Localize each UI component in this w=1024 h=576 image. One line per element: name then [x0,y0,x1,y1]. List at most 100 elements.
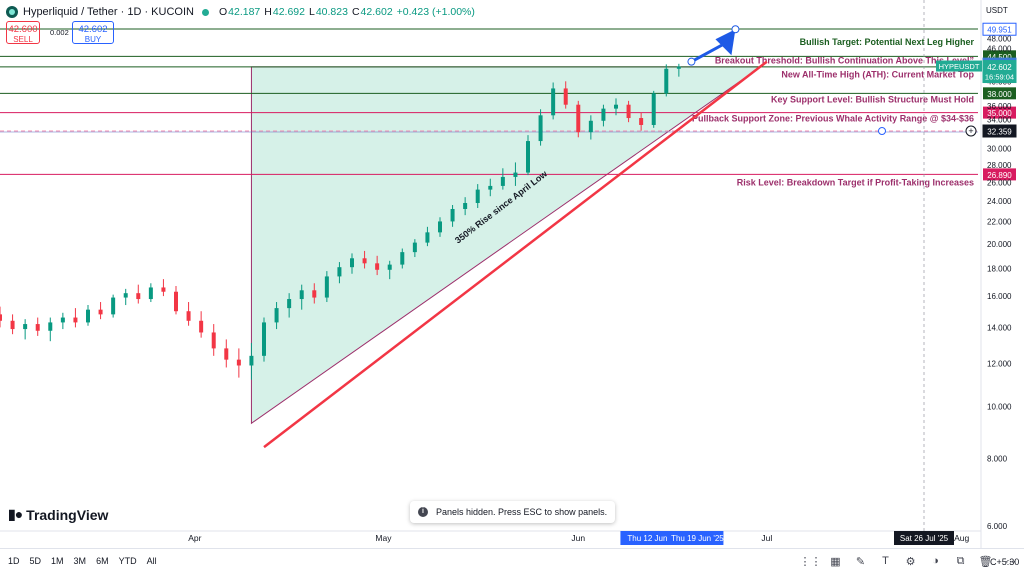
candle-body-20 [249,355,254,366]
price-tag-label-2: 42.602 [987,63,1012,72]
more-icon[interactable]: ⋯ [1005,556,1016,568]
price-tag-0 [982,22,1017,36]
candle-body-0 [0,314,2,321]
range-1m[interactable]: 1M [51,556,64,566]
level-price-label-4: 35.000 [987,109,1012,118]
fill-icon[interactable]: ✎ [855,556,866,568]
buy-button[interactable]: 42.602 BUY [72,21,114,44]
candle-body-31 [387,264,392,270]
ohlc-change-value: +0.423 (+1.00%) [396,6,475,18]
price-tick-11: 28.000 [987,161,1012,170]
currency-selector[interactable]: USDT [986,6,1008,15]
candle-body-15 [186,311,191,321]
time-tick-4: Aug [954,533,969,543]
candle-body-26 [324,276,329,298]
candle-body-54 [676,66,681,69]
range-ytd[interactable]: YTD [118,556,137,566]
candle-body-47 [588,120,593,133]
candle-body-44 [551,88,556,116]
candle-body-18 [224,348,229,360]
timezone-label[interactable]: C+5:30 [990,557,1020,567]
target-arrow-head [715,29,736,56]
candle-body-30 [375,263,380,270]
add-alert-plus: + [968,126,973,136]
price-tag-3 [982,124,1017,138]
arrow-start-handle[interactable] [687,57,696,66]
candle-body-37 [463,203,468,209]
candle-body-8 [98,309,103,315]
sell-price: 42.600 [8,24,38,35]
price-tick-3: 12.000 [987,360,1012,369]
candle-body-42 [526,141,530,173]
crosshair-handle[interactable] [878,126,886,135]
candle-body-52 [651,93,656,125]
ohlc-open-value: 42.187 [228,6,261,18]
price-tick-10: 26.000 [987,178,1012,187]
copy-icon[interactable]: ⧉ [956,555,965,567]
price-tick-4: 14.000 [987,323,1012,332]
target-arrow-shaft[interactable] [690,41,727,63]
ohlc-close-value: 42.602 [360,6,393,18]
price-tick-5: 16.000 [987,292,1012,301]
ohlc-high-value: 42.692 [272,6,305,18]
candle-body-29 [362,258,367,264]
level-price-label-5: 26.890 [987,171,1012,180]
candle-body-28 [350,258,354,268]
settings-icon[interactable]: ⚙ [905,556,916,568]
candle-body-5 [60,317,65,323]
level-price-tag-4 [983,106,1016,119]
candle-body-13 [161,287,166,292]
add-alert-icon[interactable] [965,125,977,137]
tradingview-logo[interactable]: ▮● TradingView [8,506,108,523]
candle-body-53 [664,68,669,94]
layout-icon[interactable]: ▦ [830,556,841,568]
candle-body-40 [500,176,505,186]
candle-body-3 [35,324,40,331]
ohlc-low-value: 40.823 [315,6,348,18]
candle-body-48 [601,108,606,121]
price-tick-7: 20.000 [987,240,1012,249]
candle-body-34 [425,232,430,243]
range-selector: 1D 5D 1M 3M 6M YTD All [8,556,167,566]
range-6m[interactable]: 6M [96,556,109,566]
ascending-support-line[interactable] [263,60,768,449]
range-all[interactable]: All [146,556,157,566]
price-tag-2 [982,60,1017,84]
arrow-end-handle[interactable] [731,25,740,34]
panels-hidden-toast[interactable]: i Panels hidden. Press ESC to show panel… [410,501,615,523]
bottom-toolbar: 1D 5D 1M 3M 6M YTD All ⋮⋮ ▦ ✎ T ⚙ ◑ ⧉ 🗑 … [0,548,1024,576]
price-tick-0: 6.000 [987,522,1008,531]
time-tick-1: May [375,533,392,543]
candle-body-51 [639,118,644,125]
candle-body-27 [337,267,342,277]
level-note-5: Risk Level: Breakdown Target if Profit-T… [737,177,974,187]
market-status-icon [201,8,209,16]
price-tag-label-3: 32.359 [987,127,1012,136]
spread-value: 0.002 [50,28,69,37]
symbol-title[interactable]: Hyperliquid / Tether · 1D · KUCOIN [23,6,194,18]
candle-body-45 [563,88,568,105]
grid-dots-icon[interactable]: ⋮⋮ [799,556,822,568]
candle-body-22 [274,308,279,323]
trash-icon[interactable]: 🗑 [978,556,993,568]
candle-body-19 [236,359,241,366]
range-3m[interactable]: 3M [73,556,87,566]
range-1d[interactable]: 1D [8,556,20,566]
candle-body-14 [174,291,178,312]
candle-body-41 [513,172,518,177]
candle-body-25 [312,290,317,298]
candle-body-23 [287,299,292,309]
sell-label: SELL [13,35,33,44]
range-5d[interactable]: 5D [29,556,42,566]
candle-body-43 [538,115,543,142]
level-note-2: New All-Time High (ATH): Current Market … [781,69,974,79]
candle-body-39 [488,185,493,190]
time-tick-2: Jun [571,533,585,543]
sell-button[interactable]: 42.600 SELL [6,21,40,44]
level-price-label-3: 38.000 [987,90,1012,99]
tradingview-mark-icon: ▮● [8,506,23,522]
text-tool-icon[interactable]: T [882,555,889,567]
eraser-icon[interactable]: ◑ [932,555,939,567]
price-tick-14: 36.000 [987,102,1012,111]
